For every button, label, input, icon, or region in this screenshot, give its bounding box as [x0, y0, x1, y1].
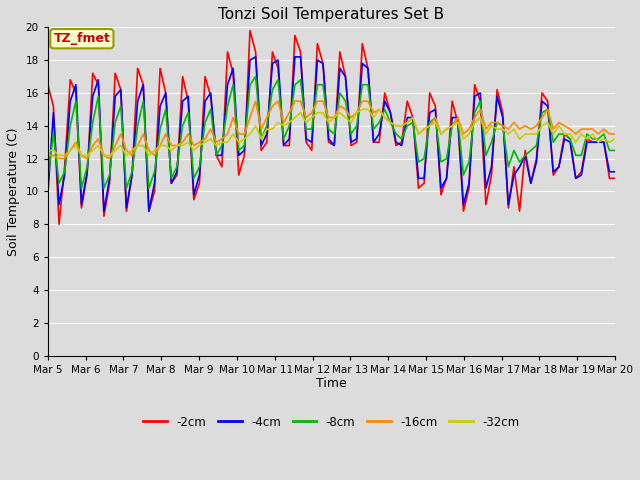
Title: Tonzi Soil Temperatures Set B: Tonzi Soil Temperatures Set B [218, 7, 444, 22]
Y-axis label: Soil Temperature (C): Soil Temperature (C) [7, 127, 20, 256]
Text: TZ_fmet: TZ_fmet [54, 32, 110, 45]
X-axis label: Time: Time [316, 377, 347, 390]
Legend: -2cm, -4cm, -8cm, -16cm, -32cm: -2cm, -4cm, -8cm, -16cm, -32cm [139, 411, 524, 433]
